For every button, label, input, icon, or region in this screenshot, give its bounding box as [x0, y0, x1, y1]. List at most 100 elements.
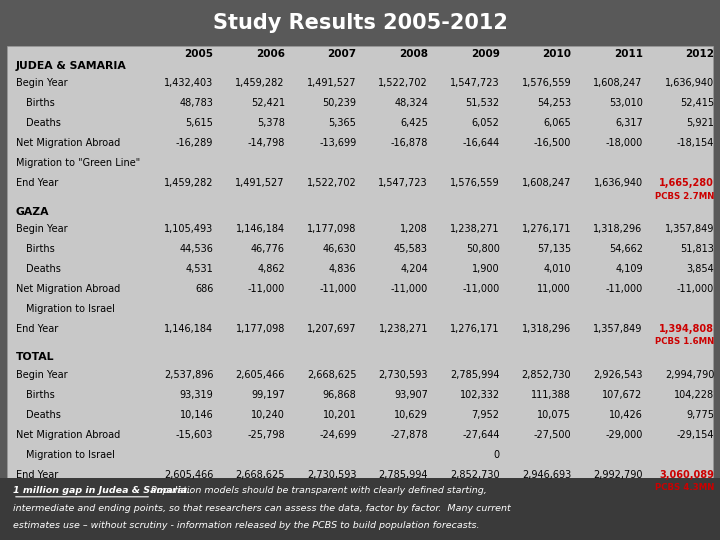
Text: 2,852,730: 2,852,730 [521, 370, 571, 380]
Text: 10,146: 10,146 [180, 410, 213, 420]
Text: 1,177,098: 1,177,098 [307, 224, 356, 234]
Text: 2,946,693: 2,946,693 [522, 470, 571, 480]
Text: 2,730,593: 2,730,593 [307, 470, 356, 480]
Text: 107,672: 107,672 [603, 390, 643, 400]
Text: -16,878: -16,878 [391, 138, 428, 148]
Text: Migration to Israel: Migration to Israel [26, 450, 114, 460]
Text: 54,253: 54,253 [537, 98, 571, 108]
Text: Deaths: Deaths [26, 264, 60, 274]
Text: 93,319: 93,319 [180, 390, 213, 400]
Text: 53,010: 53,010 [609, 98, 643, 108]
Text: Begin Year: Begin Year [16, 224, 68, 234]
Text: 1,608,247: 1,608,247 [522, 178, 571, 188]
Text: 9,775: 9,775 [686, 410, 714, 420]
Text: JUDEA & SAMARIA: JUDEA & SAMARIA [16, 61, 127, 71]
Text: 45,583: 45,583 [394, 244, 428, 254]
Text: 2,926,543: 2,926,543 [593, 370, 643, 380]
Text: 11,000: 11,000 [537, 284, 571, 294]
Text: 1,357,849: 1,357,849 [665, 224, 714, 234]
Text: -11,000: -11,000 [677, 284, 714, 294]
Text: 2,605,466: 2,605,466 [164, 470, 213, 480]
Text: -27,644: -27,644 [462, 430, 500, 440]
Text: 3,060,089: 3,060,089 [660, 470, 714, 480]
Text: PCBS 4.3MN: PCBS 4.3MN [655, 483, 714, 492]
Text: estimates use – without scrutiny - information released by the PCBS to build pop: estimates use – without scrutiny - infor… [13, 522, 480, 530]
Text: 10,240: 10,240 [251, 410, 285, 420]
Text: 1,522,702: 1,522,702 [378, 78, 428, 88]
Text: 1,105,493: 1,105,493 [164, 224, 213, 234]
Text: Begin Year: Begin Year [16, 370, 68, 380]
Text: 4,204: 4,204 [400, 264, 428, 274]
Text: 2,605,466: 2,605,466 [235, 370, 285, 380]
Text: 102,332: 102,332 [459, 390, 500, 400]
Text: Deaths: Deaths [26, 410, 60, 420]
Text: 6,317: 6,317 [615, 118, 643, 128]
Text: Study Results 2005-2012: Study Results 2005-2012 [212, 13, 508, 33]
Text: 5,615: 5,615 [186, 118, 213, 128]
Text: 1,459,282: 1,459,282 [164, 178, 213, 188]
Text: 1,318,296: 1,318,296 [522, 324, 571, 334]
Text: -16,644: -16,644 [462, 138, 500, 148]
Text: 54,662: 54,662 [608, 244, 643, 254]
Text: -24,699: -24,699 [319, 430, 356, 440]
Text: End Year: End Year [16, 470, 58, 480]
Text: 50,800: 50,800 [466, 244, 500, 254]
Text: -11,000: -11,000 [248, 284, 285, 294]
Text: 96,868: 96,868 [323, 390, 356, 400]
Text: 2,852,730: 2,852,730 [450, 470, 500, 480]
Text: 1,576,559: 1,576,559 [521, 78, 571, 88]
Text: -16,289: -16,289 [176, 138, 213, 148]
Text: -11,000: -11,000 [319, 284, 356, 294]
Text: 1,276,171: 1,276,171 [521, 224, 571, 234]
Text: 1,276,171: 1,276,171 [450, 324, 500, 334]
Text: 44,536: 44,536 [179, 244, 213, 254]
Text: PCBS 2.7MN: PCBS 2.7MN [655, 192, 714, 200]
Text: 6,065: 6,065 [544, 118, 571, 128]
Text: 2010: 2010 [542, 49, 571, 59]
Text: 2,994,790: 2,994,790 [665, 370, 714, 380]
Text: 2008: 2008 [399, 49, 428, 59]
Text: 2,537,896: 2,537,896 [164, 370, 213, 380]
Text: 7,952: 7,952 [472, 410, 500, 420]
Text: 4,109: 4,109 [615, 264, 643, 274]
Text: Migration to "Green Line": Migration to "Green Line" [16, 158, 140, 168]
Text: 1,318,296: 1,318,296 [593, 224, 643, 234]
Text: 2006: 2006 [256, 49, 285, 59]
Text: Population models should be transparent with clearly defined starting,: Population models should be transparent … [151, 486, 487, 495]
Text: 10,426: 10,426 [609, 410, 643, 420]
Text: 1,207,697: 1,207,697 [307, 324, 356, 334]
Text: 10,201: 10,201 [323, 410, 356, 420]
Text: -13,699: -13,699 [319, 138, 356, 148]
Text: 1 million gap in Judea & Samaria.: 1 million gap in Judea & Samaria. [13, 486, 191, 495]
Text: 1,177,098: 1,177,098 [235, 324, 285, 334]
Text: End Year: End Year [16, 178, 58, 188]
Text: 5,378: 5,378 [257, 118, 285, 128]
Text: 2012: 2012 [685, 49, 714, 59]
Text: intermediate and ending points, so that researchers can assess the data, factor : intermediate and ending points, so that … [13, 504, 510, 513]
Text: Births: Births [26, 390, 55, 400]
Text: 4,862: 4,862 [257, 264, 285, 274]
Text: End Year: End Year [16, 324, 58, 334]
Text: 1,432,403: 1,432,403 [164, 78, 213, 88]
Text: Migration to Israel: Migration to Israel [26, 304, 114, 314]
Text: -27,500: -27,500 [534, 430, 571, 440]
Text: 4,836: 4,836 [329, 264, 356, 274]
Text: -27,878: -27,878 [390, 430, 428, 440]
Text: -18,154: -18,154 [677, 138, 714, 148]
Text: -29,154: -29,154 [677, 430, 714, 440]
Text: -11,000: -11,000 [462, 284, 500, 294]
Text: 1,636,940: 1,636,940 [593, 178, 643, 188]
Text: 2009: 2009 [471, 49, 500, 59]
Text: Net Migration Abroad: Net Migration Abroad [16, 138, 120, 148]
Text: 1,491,527: 1,491,527 [307, 78, 356, 88]
FancyBboxPatch shape [0, 0, 720, 46]
Text: Deaths: Deaths [26, 118, 60, 128]
Text: -25,798: -25,798 [247, 430, 285, 440]
Text: -11,000: -11,000 [606, 284, 643, 294]
Text: Net Migration Abroad: Net Migration Abroad [16, 284, 120, 294]
Text: 1,357,849: 1,357,849 [593, 324, 643, 334]
Text: 51,813: 51,813 [680, 244, 714, 254]
Text: 46,776: 46,776 [251, 244, 285, 254]
Text: -29,000: -29,000 [606, 430, 643, 440]
Text: 1,547,723: 1,547,723 [450, 78, 500, 88]
